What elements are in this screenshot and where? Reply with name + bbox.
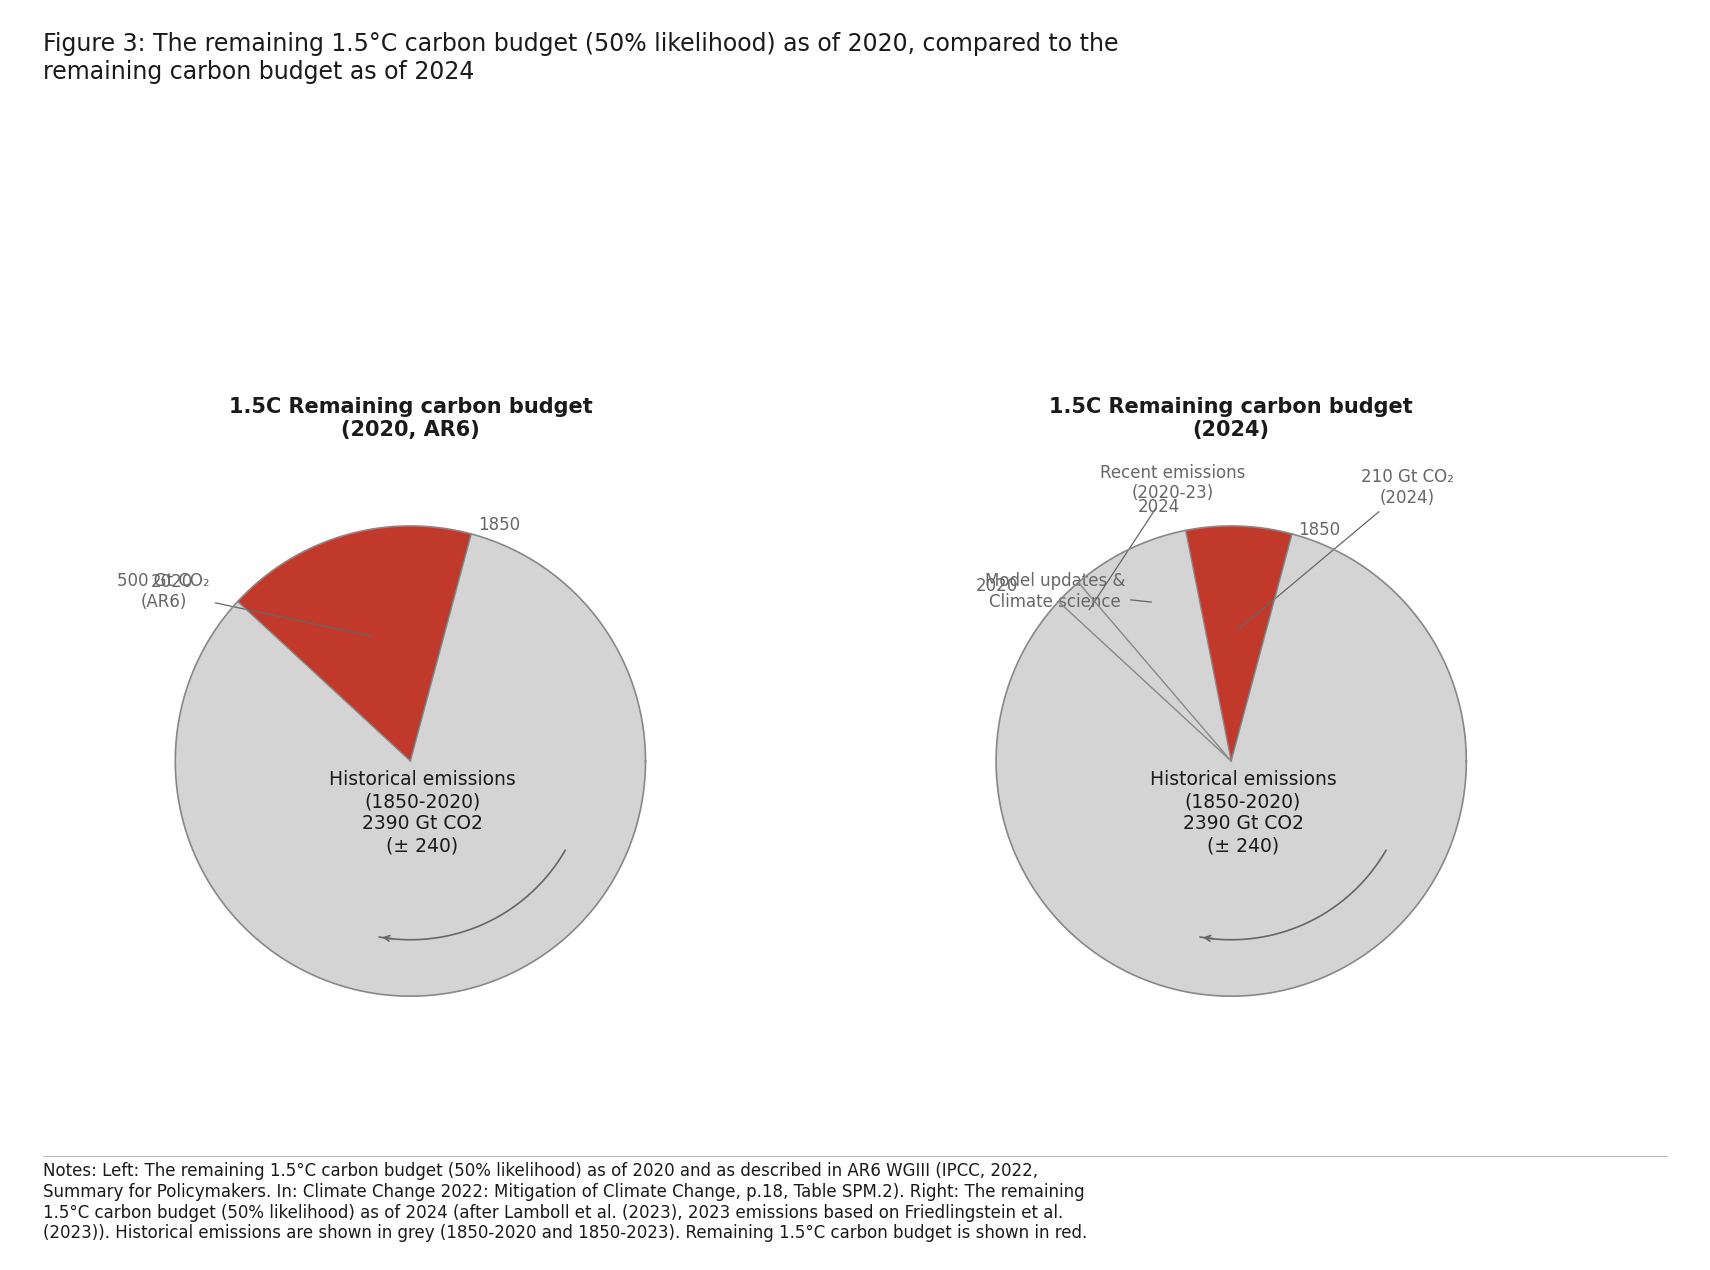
Text: 2020: 2020 [150,574,193,592]
Polygon shape [238,526,472,761]
Polygon shape [176,533,645,996]
Polygon shape [1058,583,1231,761]
Text: 1850: 1850 [479,516,520,535]
Text: 1.5C Remaining carbon budget
(2024): 1.5C Remaining carbon budget (2024) [1050,396,1412,439]
Text: 1.5C Remaining carbon budget
(2020, AR6): 1.5C Remaining carbon budget (2020, AR6) [229,396,592,439]
Text: Model updates &
Climate science: Model updates & Climate science [985,573,1151,611]
Text: Historical emissions
(1850-2020)
2390 Gt CO2
(± 240): Historical emissions (1850-2020) 2390 Gt… [328,771,515,855]
Text: 1850: 1850 [1298,521,1341,538]
Text: Recent emissions
(2020-23): Recent emissions (2020-23) [1089,464,1245,610]
Text: 2020: 2020 [976,577,1019,594]
Text: 210 Gt CO₂
(2024): 210 Gt CO₂ (2024) [1238,469,1454,630]
Text: Figure 3: The remaining 1.5°C carbon budget (50% likelihood) as of 2020, compare: Figure 3: The remaining 1.5°C carbon bud… [43,32,1118,84]
Polygon shape [997,533,1465,996]
Text: 2024: 2024 [1137,498,1180,517]
Text: Notes: Left: The remaining 1.5°C carbon budget (50% likelihood) as of 2020 and a: Notes: Left: The remaining 1.5°C carbon … [43,1162,1088,1242]
Polygon shape [1079,531,1231,761]
Text: 500 Gt CO₂
(AR6): 500 Gt CO₂ (AR6) [118,573,371,636]
Polygon shape [1185,526,1293,761]
Text: Historical emissions
(1850-2020)
2390 Gt CO2
(± 240): Historical emissions (1850-2020) 2390 Gt… [1149,771,1336,855]
